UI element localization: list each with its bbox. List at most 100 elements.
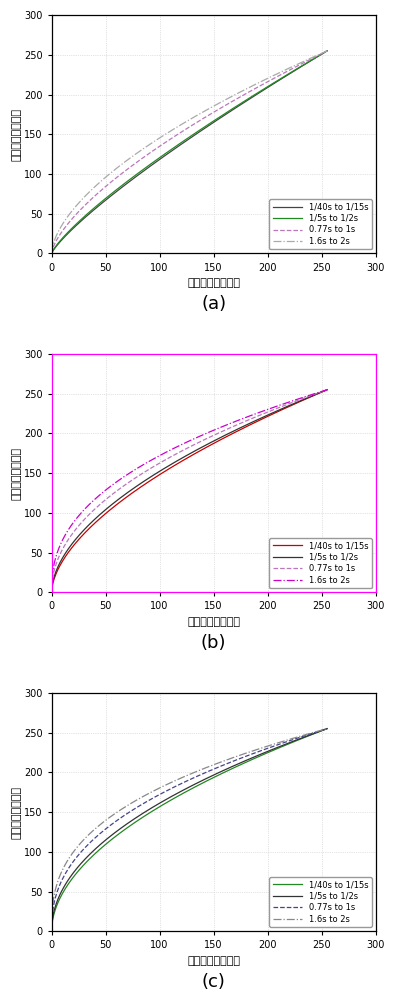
0.77s to 1s: [49, 247, 54, 259]
1/40s to 1/15s: [50, 579, 55, 591]
0.77s to 1s: [212, 106, 217, 118]
Line: 1/40s to 1/15s: 1/40s to 1/15s: [51, 729, 327, 931]
1/40s to 1/15s: [49, 925, 54, 937]
1/5s to 1/2s: [325, 45, 329, 57]
1/5s to 1/2s: [325, 723, 329, 735]
1.6s to 2s: [213, 758, 218, 770]
1/5s to 1/2s: [299, 732, 304, 744]
Line: 0.77s to 1s: 0.77s to 1s: [51, 390, 327, 592]
1/5s to 1/2s: [282, 739, 286, 751]
0.77s to 1s: [325, 45, 329, 57]
1/40s to 1/15s: [299, 395, 304, 407]
X-axis label: 曝光量较低帧图像: 曝光量较低帧图像: [187, 956, 240, 966]
1/40s to 1/15s: [282, 403, 286, 415]
1/5s to 1/2s: [282, 71, 286, 83]
1/40s to 1/15s: [218, 768, 223, 780]
0.77s to 1s: [213, 428, 218, 440]
1/40s to 1/15s: [213, 115, 218, 127]
Legend: 1/40s to 1/15s, 1/5s to 1/2s, 0.77s to 1s, 1.6s to 2s: 1/40s to 1/15s, 1/5s to 1/2s, 0.77s to 1…: [269, 877, 371, 927]
Line: 1/5s to 1/2s: 1/5s to 1/2s: [51, 390, 327, 592]
1/40s to 1/15s: [213, 771, 218, 783]
0.77s to 1s: [213, 762, 218, 774]
1/5s to 1/2s: [325, 384, 329, 396]
0.77s to 1s: [299, 58, 304, 70]
1/5s to 1/2s: [50, 578, 55, 590]
0.77s to 1s: [212, 429, 217, 441]
0.77s to 1s: [299, 731, 304, 743]
1/40s to 1/15s: [50, 246, 55, 258]
1/40s to 1/15s: [50, 915, 55, 927]
Line: 1.6s to 2s: 1.6s to 2s: [51, 390, 327, 592]
1/5s to 1/2s: [49, 247, 54, 259]
Legend: 1/40s to 1/15s, 1/5s to 1/2s, 0.77s to 1s, 1.6s to 2s: 1/40s to 1/15s, 1/5s to 1/2s, 0.77s to 1…: [269, 199, 371, 249]
1.6s to 2s: [50, 568, 55, 580]
1/40s to 1/15s: [212, 771, 217, 783]
1/40s to 1/15s: [299, 61, 304, 73]
1/40s to 1/15s: [282, 71, 286, 83]
1/5s to 1/2s: [218, 432, 223, 444]
1.6s to 2s: [212, 424, 217, 436]
1.6s to 2s: [50, 901, 55, 913]
0.77s to 1s: [213, 105, 218, 117]
0.77s to 1s: [282, 737, 286, 749]
1.6s to 2s: [325, 45, 329, 57]
1.6s to 2s: [299, 730, 304, 742]
Line: 1.6s to 2s: 1.6s to 2s: [51, 51, 327, 253]
1/5s to 1/2s: [218, 111, 223, 123]
1/5s to 1/2s: [212, 769, 217, 781]
Line: 1/40s to 1/15s: 1/40s to 1/15s: [51, 51, 327, 253]
1.6s to 2s: [282, 735, 286, 747]
1.6s to 2s: [218, 422, 223, 434]
0.77s to 1s: [50, 907, 55, 919]
Line: 1/5s to 1/2s: 1/5s to 1/2s: [51, 729, 327, 931]
1.6s to 2s: [282, 65, 286, 77]
1/40s to 1/15s: [325, 45, 329, 57]
0.77s to 1s: [218, 102, 223, 114]
Y-axis label: 曝光量较高帧图像: 曝光量较高帧图像: [11, 108, 21, 161]
Line: 0.77s to 1s: 0.77s to 1s: [51, 51, 327, 253]
1.6s to 2s: [218, 756, 223, 768]
1/5s to 1/2s: [212, 114, 217, 126]
1/40s to 1/15s: [282, 740, 286, 752]
0.77s to 1s: [325, 384, 329, 396]
1/5s to 1/2s: [50, 913, 55, 925]
1.6s to 2s: [299, 392, 304, 404]
1/5s to 1/2s: [213, 434, 218, 446]
1/5s to 1/2s: [213, 768, 218, 780]
0.77s to 1s: [282, 67, 286, 79]
Text: (b): (b): [201, 634, 227, 652]
1.6s to 2s: [213, 423, 218, 435]
0.77s to 1s: [50, 243, 55, 255]
1/40s to 1/15s: [325, 384, 329, 396]
1.6s to 2s: [49, 925, 54, 937]
0.77s to 1s: [282, 400, 286, 412]
0.77s to 1s: [49, 586, 54, 598]
1/40s to 1/15s: [49, 586, 54, 598]
1/5s to 1/2s: [49, 925, 54, 937]
1/40s to 1/15s: [218, 434, 223, 446]
Legend: 1/40s to 1/15s, 1/5s to 1/2s, 0.77s to 1s, 1.6s to 2s: 1/40s to 1/15s, 1/5s to 1/2s, 0.77s to 1…: [269, 538, 371, 588]
1/5s to 1/2s: [212, 435, 217, 447]
Text: (c): (c): [202, 973, 226, 991]
1.6s to 2s: [213, 99, 218, 111]
X-axis label: 曝光量较低帧图像: 曝光量较低帧图像: [187, 278, 240, 288]
1.6s to 2s: [218, 97, 223, 109]
1/5s to 1/2s: [299, 394, 304, 406]
1/40s to 1/15s: [213, 436, 218, 448]
1/5s to 1/2s: [213, 114, 218, 126]
1/5s to 1/2s: [282, 402, 286, 414]
1.6s to 2s: [299, 56, 304, 68]
1.6s to 2s: [49, 247, 54, 259]
0.77s to 1s: [50, 573, 55, 585]
1/5s to 1/2s: [49, 586, 54, 598]
1/40s to 1/15s: [49, 247, 54, 259]
Y-axis label: 曝光量较高帧图像: 曝光量较高帧图像: [11, 447, 21, 500]
1.6s to 2s: [212, 758, 217, 770]
1/5s to 1/2s: [50, 245, 55, 257]
Text: (a): (a): [201, 295, 226, 313]
0.77s to 1s: [49, 925, 54, 937]
X-axis label: 曝光量较低帧图像: 曝光量较低帧图像: [187, 617, 240, 627]
1/40s to 1/15s: [218, 112, 223, 124]
1.6s to 2s: [325, 384, 329, 396]
Line: 1/5s to 1/2s: 1/5s to 1/2s: [51, 51, 327, 253]
